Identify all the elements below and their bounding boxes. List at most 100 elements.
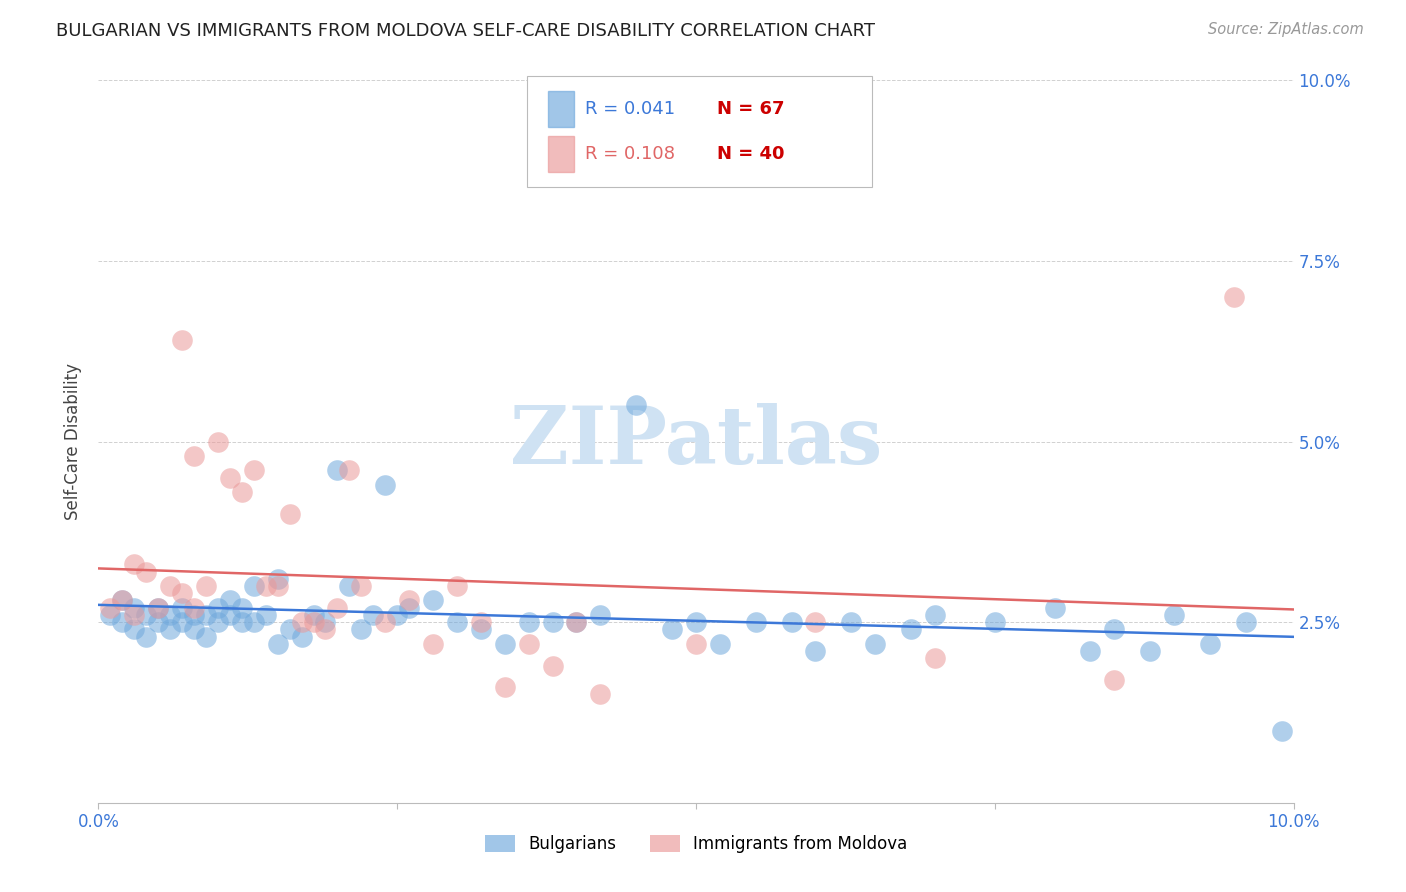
Point <box>924 651 946 665</box>
Point <box>172 334 194 348</box>
Point <box>254 607 277 622</box>
Point <box>422 593 444 607</box>
Point <box>374 478 396 492</box>
Point <box>207 615 229 630</box>
Point <box>984 615 1007 630</box>
Point <box>135 630 157 644</box>
Text: N = 40: N = 40 <box>717 145 785 163</box>
Point <box>278 507 301 521</box>
Point <box>207 600 229 615</box>
Point <box>243 579 266 593</box>
Point <box>924 607 946 622</box>
Text: R = 0.041: R = 0.041 <box>585 100 675 118</box>
Point <box>565 615 588 630</box>
Point <box>589 607 612 622</box>
Point <box>124 623 146 637</box>
Point <box>315 615 337 630</box>
Point <box>398 600 420 615</box>
Point <box>841 615 863 630</box>
Point <box>685 615 707 630</box>
Point <box>267 579 290 593</box>
Point <box>339 463 361 477</box>
Point <box>804 615 827 630</box>
Point <box>207 434 229 449</box>
Point <box>124 607 146 622</box>
Point <box>374 615 396 630</box>
Point <box>219 593 242 607</box>
Point <box>350 623 373 637</box>
Point <box>470 615 492 630</box>
Point <box>183 600 205 615</box>
Point <box>111 593 134 607</box>
Point <box>302 607 325 622</box>
Text: ZIPatlas: ZIPatlas <box>510 402 882 481</box>
Point <box>302 615 325 630</box>
Point <box>148 615 170 630</box>
Point <box>135 565 157 579</box>
Point <box>517 615 540 630</box>
Point <box>183 449 205 463</box>
Point <box>111 593 134 607</box>
Point <box>159 623 181 637</box>
Point <box>565 615 588 630</box>
Point <box>148 600 170 615</box>
Point <box>900 623 922 637</box>
Point <box>1199 637 1222 651</box>
Point <box>1043 600 1066 615</box>
Point <box>1223 290 1246 304</box>
Point <box>231 485 253 500</box>
Point <box>494 680 516 694</box>
Point <box>1163 607 1185 622</box>
Point <box>589 687 612 701</box>
Point <box>685 637 707 651</box>
Point <box>148 600 170 615</box>
Point <box>231 600 253 615</box>
Point <box>98 600 122 615</box>
Point <box>494 637 516 651</box>
Point <box>267 637 290 651</box>
Point <box>865 637 887 651</box>
Point <box>124 600 146 615</box>
Point <box>1234 615 1257 630</box>
Point <box>219 607 242 622</box>
Point <box>278 623 301 637</box>
Text: R = 0.108: R = 0.108 <box>585 145 675 163</box>
Point <box>291 630 314 644</box>
Legend: Bulgarians, Immigrants from Moldova: Bulgarians, Immigrants from Moldova <box>478 828 914 860</box>
Point <box>780 615 803 630</box>
Point <box>1271 723 1294 738</box>
Point <box>172 600 194 615</box>
Point <box>1139 644 1161 658</box>
Point <box>159 607 181 622</box>
Point <box>315 623 337 637</box>
Point <box>1104 673 1126 687</box>
Point <box>111 615 134 630</box>
Point <box>254 579 277 593</box>
Point <box>363 607 385 622</box>
Text: BULGARIAN VS IMMIGRANTS FROM MOLDOVA SELF-CARE DISABILITY CORRELATION CHART: BULGARIAN VS IMMIGRANTS FROM MOLDOVA SEL… <box>56 22 876 40</box>
Point <box>626 398 648 412</box>
Point <box>231 615 253 630</box>
Point <box>172 586 194 600</box>
Point <box>661 623 683 637</box>
Point <box>398 593 420 607</box>
Point <box>709 637 731 651</box>
Point <box>267 572 290 586</box>
Point <box>470 623 492 637</box>
Point <box>446 579 468 593</box>
Point <box>219 471 242 485</box>
Point <box>385 607 409 622</box>
Point <box>195 630 218 644</box>
Point <box>183 623 205 637</box>
Y-axis label: Self-Care Disability: Self-Care Disability <box>65 363 83 520</box>
Point <box>243 463 266 477</box>
Point <box>350 579 373 593</box>
Point <box>804 644 827 658</box>
Point <box>1080 644 1102 658</box>
Point <box>183 607 205 622</box>
Text: N = 67: N = 67 <box>717 100 785 118</box>
Text: Source: ZipAtlas.com: Source: ZipAtlas.com <box>1208 22 1364 37</box>
Point <box>541 658 564 673</box>
Point <box>326 600 349 615</box>
Point <box>195 607 218 622</box>
